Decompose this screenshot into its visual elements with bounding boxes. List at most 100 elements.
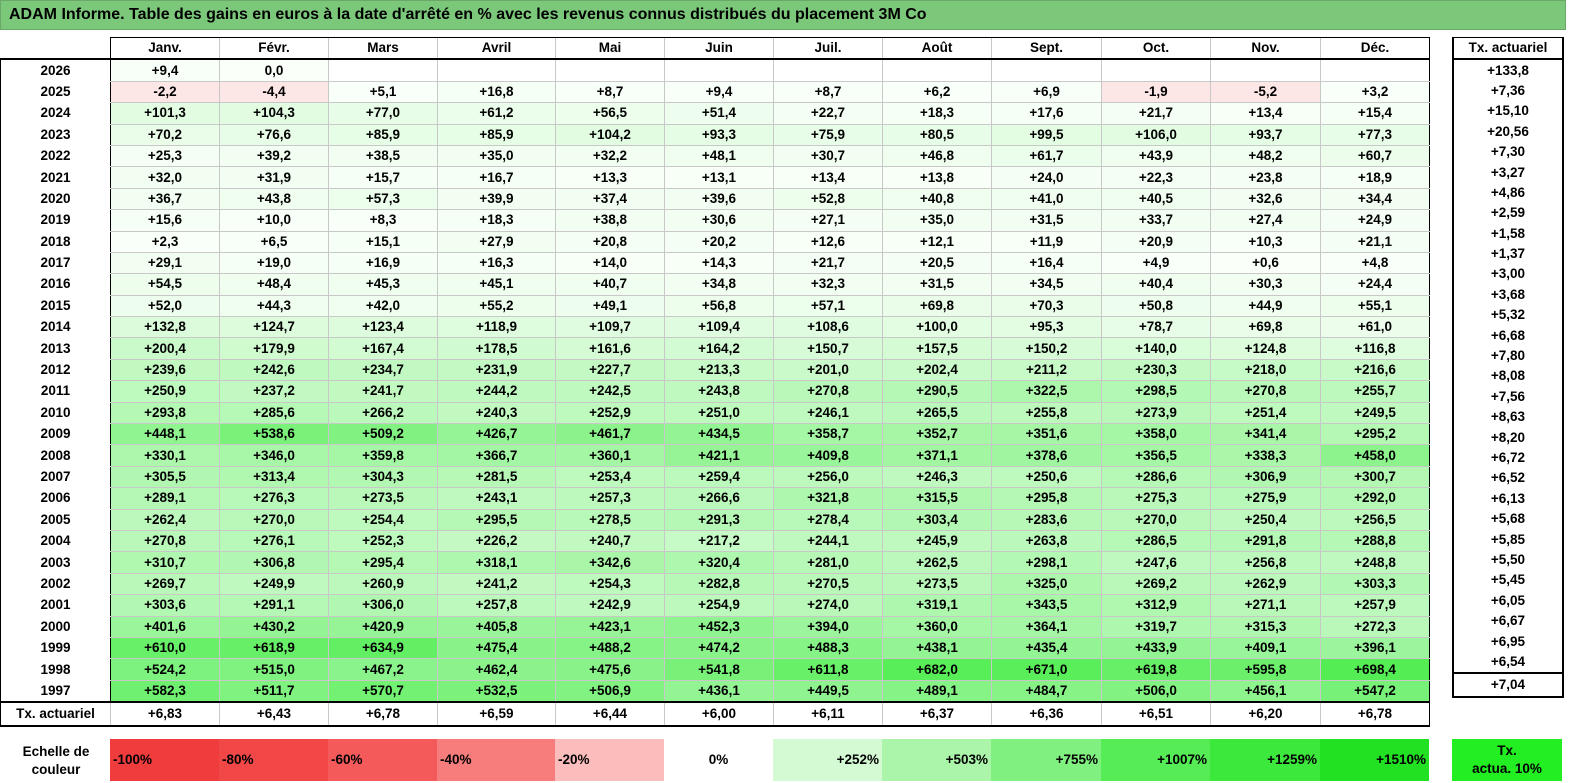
value-cell: +5,1 xyxy=(328,80,438,104)
value-cell: +524,2 xyxy=(110,658,220,681)
footer-value-cell: +6,44 xyxy=(555,702,665,728)
legend-step: -80% xyxy=(219,739,328,781)
value-cell: +230,3 xyxy=(1101,358,1211,382)
year-cell: 2016 xyxy=(0,273,111,296)
value-cell: +358,0 xyxy=(1101,423,1211,446)
value-cell: +246,3 xyxy=(882,465,992,489)
value-cell: +239,6 xyxy=(110,358,220,382)
month-header: Janv. xyxy=(110,37,220,61)
value-cell: +40,8 xyxy=(882,187,992,211)
value-cell: +10,0 xyxy=(219,209,329,232)
year-cell: 2014 xyxy=(0,316,111,338)
side-row: +5,32 xyxy=(1452,305,1564,326)
value-cell: +41,0 xyxy=(991,187,1102,211)
value-cell: +671,0 xyxy=(991,658,1102,681)
value-cell: +32,0 xyxy=(110,166,220,189)
side-row: +5,45 xyxy=(1452,570,1564,591)
value-cell: +275,9 xyxy=(1210,487,1321,510)
value-cell: +25,3 xyxy=(110,144,220,168)
value-cell: +44,3 xyxy=(219,294,329,318)
value-cell: +15,6 xyxy=(110,209,220,232)
value-cell: +39,9 xyxy=(437,187,556,211)
value-cell xyxy=(1101,58,1211,82)
table-row: 1997 +582,3 +511,7 +570,7 +532,5 +506,9 +436,1… xyxy=(0,679,1430,704)
year-header-cell xyxy=(0,37,111,61)
value-cell: +263,8 xyxy=(991,529,1102,553)
value-cell: +32,6 xyxy=(1210,187,1321,211)
month-header: Mars xyxy=(328,37,438,61)
value-cell: +100,0 xyxy=(882,316,992,339)
footer-value-cell: +6,20 xyxy=(1210,702,1321,728)
side-row: +6,68 xyxy=(1452,325,1564,346)
legend-side-line: actua. 10% xyxy=(1472,761,1542,776)
value-cell: +13,1 xyxy=(664,166,774,189)
table-row: 2011 +250,9 +237,2 +241,7 +244,2 +242,5 +243,8… xyxy=(0,380,1430,403)
table-row: 2007 +305,5 +313,4 +304,3 +281,5 +253,4 +259,4… xyxy=(0,465,1430,489)
value-cell: +31,5 xyxy=(882,273,992,296)
value-cell: +12,6 xyxy=(773,230,883,253)
value-cell: +538,6 xyxy=(219,423,329,446)
value-cell: +276,1 xyxy=(219,529,329,553)
table-row: 2022 +25,3 +39,2 +38,5 +35,0 +32,2 +48,1 +30,7 +… xyxy=(0,144,1430,168)
value-cell: +291,3 xyxy=(664,508,774,531)
value-cell: +467,2 xyxy=(328,658,438,681)
value-cell: +61,7 xyxy=(991,144,1102,168)
value-cell: +456,1 xyxy=(1210,679,1321,704)
value-cell: +21,7 xyxy=(1101,102,1211,125)
value-cell: +85,9 xyxy=(328,123,438,146)
side-row: +6,95 xyxy=(1452,631,1564,652)
table-row: 2010 +293,8 +285,6 +266,2 +240,3 +252,9 +251,0… xyxy=(0,401,1430,425)
value-cell: +95,3 xyxy=(991,316,1102,339)
year-cell: 2011 xyxy=(0,380,111,403)
value-cell: +611,8 xyxy=(773,658,883,681)
year-cell: 2004 xyxy=(0,530,111,552)
value-cell: +266,2 xyxy=(328,401,438,425)
value-cell: +582,3 xyxy=(110,679,220,704)
value-cell: +291,1 xyxy=(219,594,329,617)
value-cell: +291,8 xyxy=(1210,529,1321,553)
value-cell: +243,8 xyxy=(664,380,774,403)
value-cell: +341,4 xyxy=(1210,423,1321,446)
value-cell: +266,6 xyxy=(664,487,774,510)
value-cell: +140,0 xyxy=(1101,337,1211,360)
value-cell: +38,8 xyxy=(555,209,665,232)
value-cell: +17,6 xyxy=(991,102,1102,125)
side-row: +3,00 xyxy=(1452,264,1564,285)
value-cell xyxy=(1320,58,1430,82)
rate-cell: +7,36 xyxy=(1452,80,1564,102)
value-cell: +44,9 xyxy=(1210,294,1321,318)
value-cell: +448,1 xyxy=(110,423,220,446)
value-cell: +55,1 xyxy=(1320,294,1430,318)
value-cell: +320,4 xyxy=(664,551,774,574)
footer-row: Tx. actuariel +6,83 +6,43 +6,78 +6,59 +6,44 +6… xyxy=(0,702,1430,728)
value-cell: +462,4 xyxy=(437,658,556,681)
value-cell: +256,8 xyxy=(1210,551,1321,574)
value-cell: +278,5 xyxy=(555,508,665,531)
value-cell: +20,5 xyxy=(882,251,992,275)
value-cell: +255,8 xyxy=(991,401,1102,425)
value-cell: +273,5 xyxy=(882,572,992,596)
table-row: 2006 +289,1 +276,3 +273,5 +243,1 +257,3 +266,6… xyxy=(0,487,1430,510)
value-cell: +2,3 xyxy=(110,230,220,253)
value-cell: +245,9 xyxy=(882,529,992,553)
legend-step: +1007% xyxy=(1101,739,1210,781)
value-cell: -1,9 xyxy=(1101,80,1211,104)
value-cell: +356,5 xyxy=(1101,444,1211,467)
value-cell: +16,7 xyxy=(437,166,556,189)
rate-cell: +6,95 xyxy=(1452,631,1564,652)
footer-value-cell: +6,78 xyxy=(328,702,438,728)
value-cell: +254,3 xyxy=(555,572,665,596)
value-cell: +22,3 xyxy=(1101,166,1211,189)
value-cell: +46,8 xyxy=(882,144,992,168)
rate-cell: +6,54 xyxy=(1452,651,1564,674)
value-cell: +256,5 xyxy=(1320,508,1430,531)
rate-cell: +1,58 xyxy=(1452,223,1564,244)
value-cell: +30,3 xyxy=(1210,273,1321,296)
value-cell: +244,1 xyxy=(773,529,883,553)
legend-step: +503% xyxy=(882,739,991,781)
value-cell: +21,7 xyxy=(773,251,883,275)
year-cell: 2021 xyxy=(0,166,111,189)
value-cell: +252,3 xyxy=(328,529,438,553)
year-cell: 2009 xyxy=(0,423,111,445)
table-row: 2002 +269,7 +249,9 +260,9 +241,2 +254,3 +282,8… xyxy=(0,572,1430,596)
